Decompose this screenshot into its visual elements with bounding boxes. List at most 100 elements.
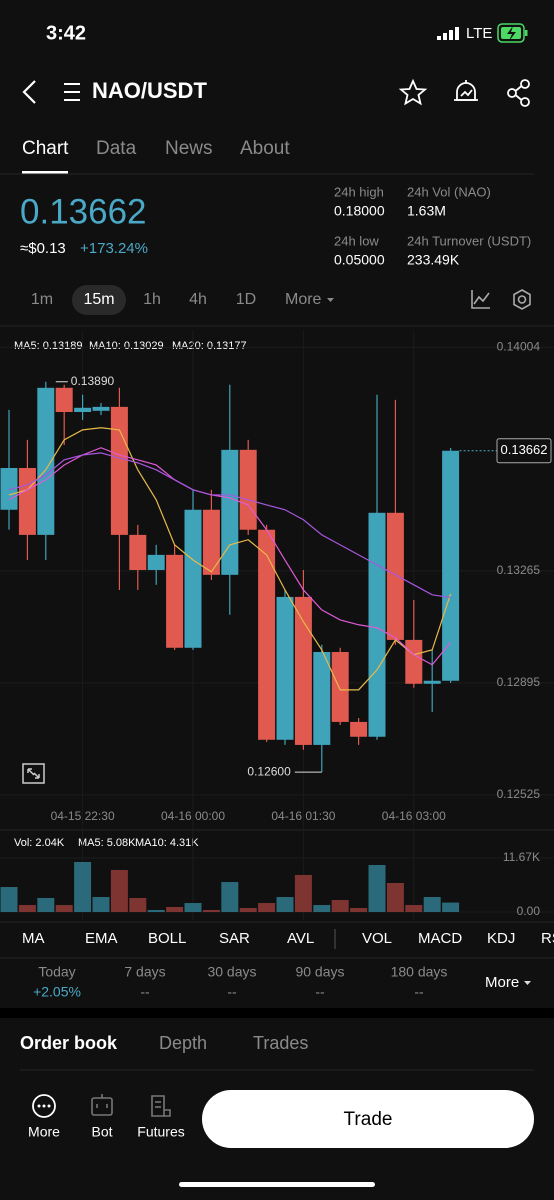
volume-bar (386, 882, 404, 912)
candle-body (258, 529, 276, 740)
nav-label[interactable]: Futures (137, 1124, 184, 1140)
interval[interactable]: More (285, 291, 322, 308)
period-value: -- (315, 984, 325, 1000)
indicator[interactable]: KDJ (487, 930, 515, 947)
last-price-tag (496, 438, 552, 464)
caret (327, 298, 334, 302)
interval[interactable]: 15m (83, 291, 114, 308)
candle-body (423, 680, 441, 684)
nav-label[interactable]: Bot (91, 1124, 112, 1140)
candle-body (313, 652, 331, 745)
candle-body (37, 387, 55, 535)
favorite-button[interactable] (398, 78, 428, 106)
menu-icon[interactable] (64, 83, 80, 101)
fullscreen-button[interactable] (22, 763, 45, 784)
vol-legend: MA5: 5.08K (78, 837, 136, 849)
tab[interactable]: News (165, 138, 213, 159)
section-tab[interactable]: Depth (159, 1033, 207, 1053)
y-tick-label: 0.14004 (497, 339, 541, 353)
indicator[interactable]: SAR (219, 930, 250, 947)
x-tick-label: 04-16 01:30 (271, 809, 335, 823)
ma-line (8, 427, 452, 691)
back-button[interactable] (22, 80, 36, 104)
y-tick-label: 0.12525 (497, 787, 541, 801)
share-button[interactable] (507, 79, 530, 107)
bot-icon[interactable] (91, 1094, 113, 1116)
candle-body (350, 721, 368, 737)
y-tick-label: 0.13265 (497, 563, 541, 577)
volume-bar (276, 897, 294, 912)
period-label: 30 days (207, 964, 256, 980)
indicator[interactable]: RSI (541, 930, 554, 947)
volume-bar (239, 908, 257, 912)
battery-icon (497, 23, 528, 43)
caret (524, 981, 531, 985)
section-tab[interactable]: Order book (20, 1033, 118, 1053)
last-price: 0.13662 (20, 192, 147, 231)
candle-body (294, 596, 312, 745)
volume-bar (350, 908, 368, 912)
candle-body (147, 554, 165, 570)
alert-button[interactable] (454, 80, 478, 101)
indicator[interactable]: MACD (418, 930, 462, 947)
stat-label: 24h high (334, 184, 384, 199)
x-tick-label: 04-16 00:00 (161, 809, 225, 823)
volume-bar (423, 897, 441, 912)
volume-bar (221, 882, 239, 912)
period-value: -- (414, 984, 424, 1000)
x-tick-label: 04-15 22:30 (51, 809, 115, 823)
section-gap (0, 1008, 554, 1018)
volume-bar (184, 903, 202, 912)
ma-legend: MA5: 0.13189 (14, 340, 83, 352)
status-time: 3:42 (46, 22, 86, 44)
y-tick-label: 0.12895 (497, 675, 541, 689)
tab-indicator (22, 171, 68, 174)
volume-bar (74, 861, 92, 912)
candle-body (129, 534, 147, 570)
ma-line (8, 452, 451, 599)
period-more[interactable]: More (485, 974, 519, 991)
y-tick-label: 0.00 (517, 904, 541, 918)
interval[interactable]: 1D (236, 291, 256, 308)
interval[interactable]: 4h (189, 291, 207, 308)
candle-body (276, 596, 294, 740)
section-tab[interactable]: Trades (253, 1033, 308, 1053)
stat-value: 1.63M (407, 203, 446, 219)
indicator[interactable]: AVL (287, 930, 314, 947)
nav-label[interactable]: More (28, 1124, 60, 1140)
indicator[interactable]: VOL (362, 930, 392, 947)
tab[interactable]: Chart (22, 138, 69, 159)
candle-body (110, 406, 128, 535)
volume-bar (0, 887, 18, 912)
vol-legend: MA10: 4.31K (135, 837, 199, 849)
interval[interactable]: 1h (143, 291, 161, 308)
trade-label[interactable]: Trade (344, 1109, 393, 1130)
candle-body (386, 512, 404, 640)
candle-body (18, 468, 36, 535)
candle-body (239, 449, 257, 530)
interval-selected (72, 285, 126, 315)
more-icon[interactable] (32, 1094, 56, 1118)
interval[interactable]: 1m (31, 291, 53, 308)
y-tick-label: 11.67K (503, 850, 540, 864)
network: LTE (466, 25, 492, 42)
indicator[interactable]: MA (22, 930, 45, 947)
trade-button[interactable] (202, 1090, 534, 1148)
volume-bar (202, 910, 220, 912)
volume-bar (442, 902, 460, 912)
tab[interactable]: About (240, 138, 290, 159)
indicator[interactable]: EMA (85, 930, 118, 947)
chart-type-button[interactable] (471, 290, 490, 309)
settings-button[interactable] (513, 289, 531, 310)
candle-body (55, 387, 73, 413)
futures-icon[interactable] (151, 1095, 171, 1117)
tab[interactable]: Data (96, 138, 137, 159)
volume-bar (313, 905, 331, 912)
volume-bar (129, 897, 147, 912)
volume-bar (92, 897, 110, 912)
indicator[interactable]: BOLL (148, 930, 186, 947)
period-value: +2.05% (33, 984, 81, 1000)
period-label: 90 days (295, 964, 344, 980)
